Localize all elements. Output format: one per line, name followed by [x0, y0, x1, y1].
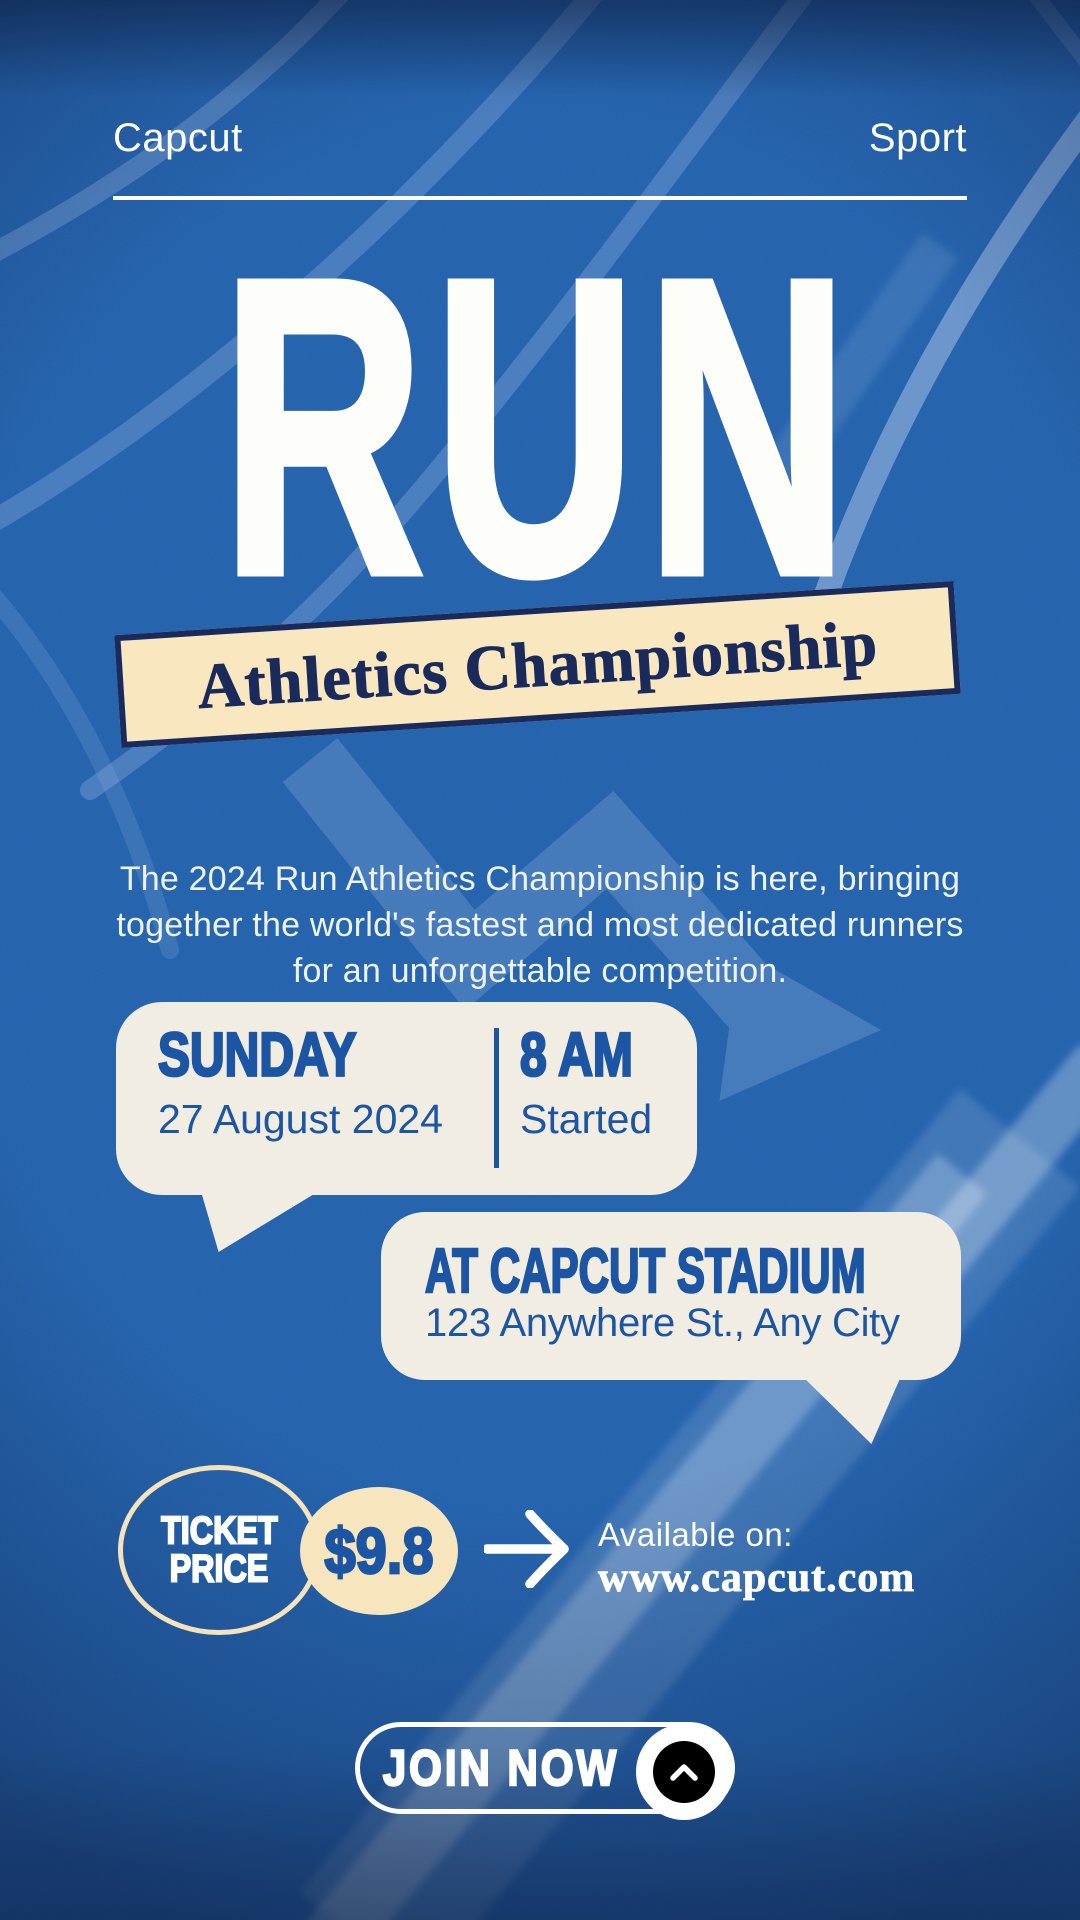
description-line: for an unforgettable competition.	[292, 952, 788, 990]
ticket-price-badge: TICKET PRICE	[118, 1465, 320, 1635]
event-day: SUNDAY	[157, 1022, 357, 1090]
event-date: 27 August 2024	[158, 1096, 443, 1142]
chevron-up-disc	[653, 1741, 715, 1803]
event-description: The 2024 Run Athletics Championship is h…	[0, 856, 1080, 994]
event-status: Started	[520, 1096, 653, 1142]
datetime-divider	[494, 1028, 499, 1168]
availability-label: Available on:	[598, 1516, 793, 1553]
poster-title: RUN	[219, 194, 859, 662]
venue-bubble: AT CAPCUT STADIUM 123 Anywhere St., Any …	[381, 1212, 961, 1444]
datetime-bubble: SUNDAY 27 August 2024 8 AM Started	[116, 1002, 697, 1252]
price-badge: $9.8	[300, 1487, 458, 1615]
description-line: The 2024 Run Athletics Championship is h…	[119, 860, 961, 898]
venue-name: AT CAPCUT STADIUM	[424, 1236, 866, 1306]
venue-address: 123 Anywhere St., Any City	[425, 1301, 900, 1345]
ticket-label-line1: TICKET	[160, 1509, 278, 1553]
arrow-right-icon	[484, 1510, 569, 1588]
join-now-button[interactable]: JOIN NOW	[355, 1722, 735, 1820]
ticket-label-line2: PRICE	[169, 1547, 269, 1591]
price-value: $9.8	[323, 1514, 434, 1587]
subtitle-banner-label: Athletics Championship	[195, 606, 881, 722]
datetime-bubble-tail	[200, 1188, 324, 1252]
website-link[interactable]: www.capcut.com	[598, 1555, 916, 1602]
brand-label: Capcut	[113, 116, 243, 160]
join-now-label: JOIN NOW	[382, 1738, 620, 1797]
event-time: 8 AM	[519, 1022, 634, 1090]
description-line: together the world's fastest and most de…	[116, 906, 964, 944]
chevron-up-icon[interactable]	[636, 1724, 732, 1820]
venue-bubble-tail	[800, 1374, 902, 1444]
category-label: Sport	[868, 116, 967, 160]
